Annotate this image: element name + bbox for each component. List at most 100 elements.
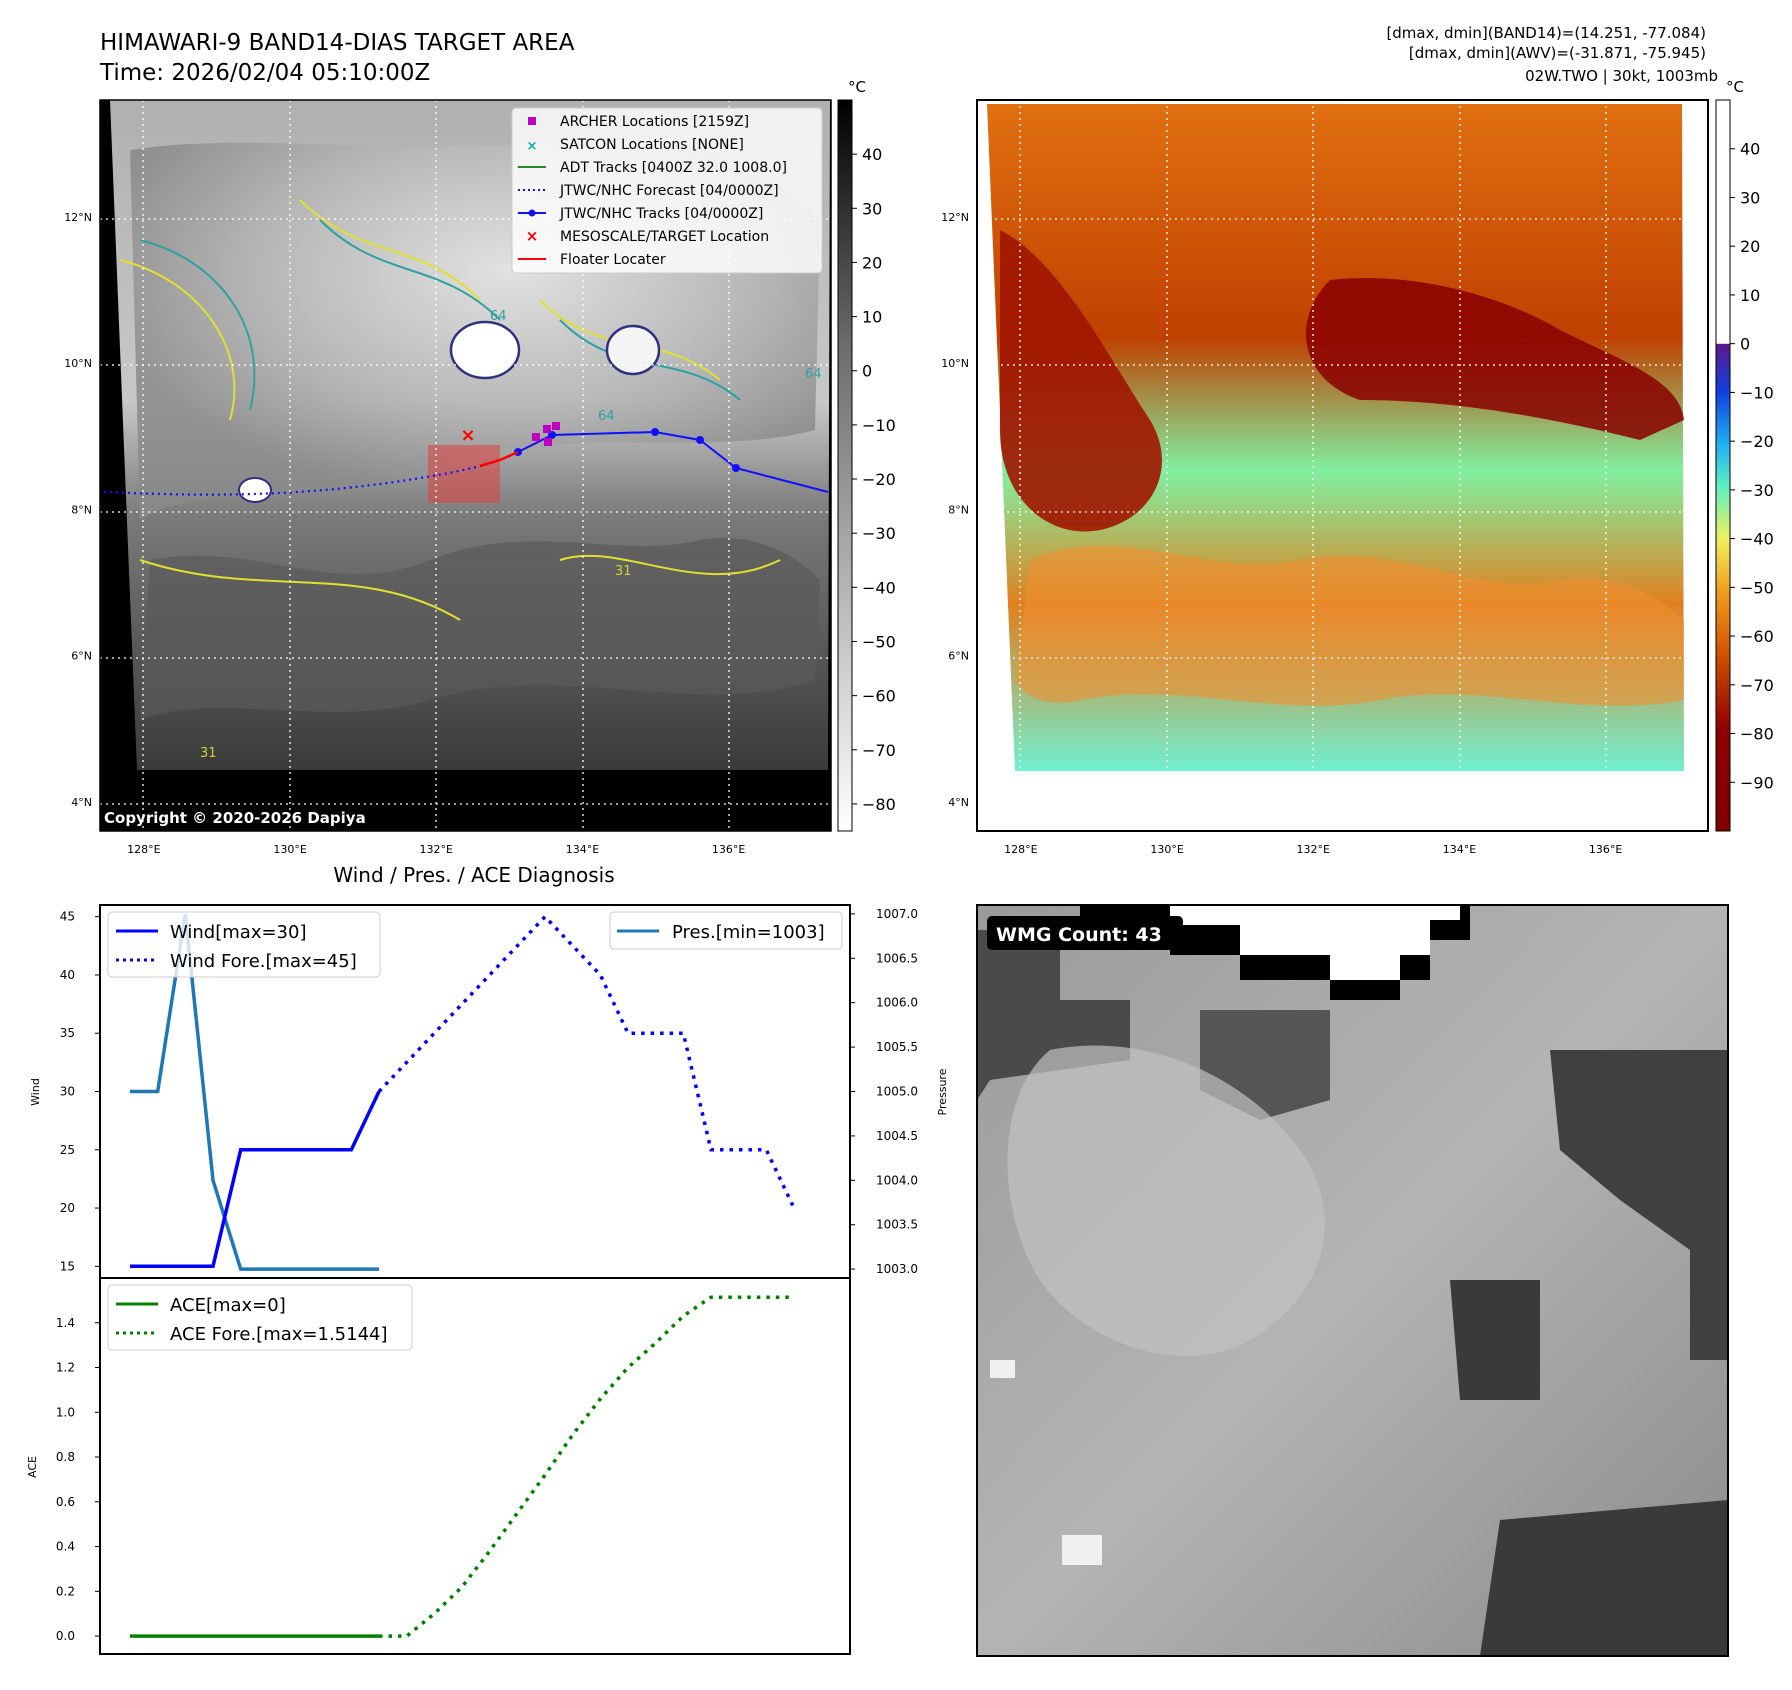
wind-legend-box — [107, 911, 381, 978]
colorbar-tick-label: 0 — [862, 362, 872, 381]
ace-legend: ACE[max=0] ACE Fore.[max=1.5144] — [107, 1284, 413, 1351]
wmg-count-badge — [987, 916, 1183, 950]
pressure-tick-label: 1005.5 — [876, 1040, 918, 1054]
wind-forecast-legend-label: Wind Fore.[max=45] — [170, 951, 357, 972]
legend-item-floater: Floater Locater — [560, 252, 666, 268]
wmg-white-region — [1170, 905, 1460, 980]
awv-range: [dmax, dmin](AWV)=(-31.871, -75.945) — [1409, 44, 1706, 62]
tracks-legend-dot — [528, 209, 536, 217]
y-tick-label: 0.4 — [56, 1540, 75, 1554]
lat-tick-label: 12°N — [64, 211, 92, 224]
awv-moist-region — [1306, 278, 1684, 440]
colorbar-tick-label: −10 — [1740, 383, 1774, 402]
wind-axis-label: Wind — [29, 1078, 42, 1106]
colorbar-tick-label: −40 — [862, 578, 896, 597]
contour-label: 64 — [805, 367, 822, 382]
pressure-axis-label: Pressure — [936, 1068, 949, 1115]
colorbar-tick-label: −80 — [862, 795, 896, 814]
awv-map-panel — [976, 99, 1709, 832]
pressure-tick-label: 1004.5 — [876, 1129, 918, 1143]
wmg-dark-region — [1550, 1050, 1728, 1360]
lon-tick-label: 128°E — [1004, 843, 1037, 856]
lat-tick-label: 4°N — [948, 796, 969, 809]
colorbar-tick-label: −50 — [1740, 578, 1774, 597]
archer-legend-marker — [528, 117, 536, 125]
colorbar-tick-label: −90 — [1740, 773, 1774, 792]
figure-time: Time: 2026/02/04 05:10:00Z — [99, 60, 430, 86]
colorbar-tick-label: −70 — [1740, 676, 1774, 695]
wind-forecast-series-line — [377, 914, 796, 1209]
pressure-legend-box — [609, 911, 843, 950]
y-tick-label: 0.6 — [56, 1495, 75, 1509]
wmg-count-label: WMG Count: 43 — [996, 924, 1162, 946]
awv-mid-region — [1015, 545, 1684, 706]
lon-tick-label: 132°E — [420, 843, 453, 856]
lon-tick-label: 136°E — [712, 843, 745, 856]
pressure-tick-label: 1005.0 — [876, 1085, 918, 1099]
pressure-tick-label: 1006.5 — [876, 951, 918, 965]
ir-colorbar: °C 40 30 20 10 0 −10 −20 −30 −40 −50 −60 −70 −80 — [837, 78, 896, 832]
lon-tick-label: 130°E — [273, 843, 306, 856]
y-tick-label: 0.0 — [56, 1629, 75, 1643]
y-tick-label: 0.2 — [56, 1584, 75, 1598]
wmg-panel: WMG Count: 43 — [976, 904, 1729, 1657]
contour-label: 64 — [598, 409, 615, 424]
wmg-dark-region — [1480, 1500, 1728, 1656]
diagnosis-title: Wind / Pres. / ACE Diagnosis — [333, 863, 614, 887]
lon-tick-label: 132°E — [1297, 843, 1330, 856]
contour-label: 64 — [490, 309, 507, 324]
colorbar-tick-label: −60 — [862, 687, 896, 706]
ir-colorbar-gradient — [837, 99, 853, 832]
y-tick-label: 1.4 — [56, 1316, 75, 1330]
lon-tick-label: 130°E — [1150, 843, 1183, 856]
awv-colorbar-gradient — [1715, 99, 1731, 832]
y-tick-label: 40 — [60, 968, 75, 982]
legend-item-tracks: JTWC/NHC Tracks [04/0000Z] — [559, 206, 763, 222]
pressure-series-line — [130, 913, 379, 1271]
pressure-tick-label: 1007.0 — [876, 907, 918, 921]
awv-moist-region — [1000, 230, 1162, 532]
lat-tick-label: 6°N — [71, 650, 92, 663]
pressure-tick-label: 1003.0 — [876, 1262, 918, 1276]
lon-tick-label: 134°E — [566, 843, 599, 856]
pressure-legend-label: Pres.[min=1003] — [672, 922, 825, 943]
colorbar-tick-label: 40 — [1740, 140, 1760, 159]
pressure-legend: Pres.[min=1003] — [609, 911, 843, 950]
colorbar-tick-label: 30 — [1740, 188, 1760, 207]
lon-tick-label: 128°E — [127, 843, 160, 856]
awv-map-frame — [976, 99, 1709, 832]
floater-locater-line — [479, 450, 519, 468]
y-tick-label: 20 — [60, 1201, 75, 1215]
contour-label: 31 — [200, 746, 217, 761]
y-tick-label: 30 — [60, 1085, 75, 1099]
colorbar-tick-label: 10 — [1740, 286, 1760, 305]
colorbar-tick-label: 40 — [862, 145, 882, 164]
ace-legend-label: ACE[max=0] — [170, 1295, 286, 1316]
ir-cold-top-3 — [238, 477, 272, 503]
y-tick-label: 1.2 — [56, 1361, 75, 1375]
legend-item-archer: ARCHER Locations [2159Z] — [560, 114, 749, 130]
colorbar-tick-label: −30 — [862, 524, 896, 543]
lat-tick-label: 8°N — [71, 503, 92, 516]
colorbar-tick-label: 20 — [1740, 237, 1760, 256]
figure-title: HIMAWARI-9 BAND14-DIAS TARGET AREA — [100, 30, 575, 56]
target-location-marker: × — [460, 425, 475, 446]
colorbar-tick-label: −10 — [862, 416, 896, 435]
awv-colorbar: °C 40 30 20 10 0 −10 −20 −30 −40 −50 −60 −70 −80 −90 — [1715, 78, 1774, 832]
legend-item-satcon: SATCON Locations [NONE] — [560, 137, 744, 153]
pressure-tick-label: 1003.5 — [876, 1218, 918, 1232]
wind-series-line — [130, 1090, 381, 1269]
colorbar-tick-label: 0 — [1740, 335, 1750, 354]
contour-label: 31 — [615, 564, 632, 579]
ir-legend: ARCHER Locations [2159Z] × SATCON Locati… — [511, 107, 823, 274]
lat-tick-label: 10°N — [941, 357, 969, 370]
storm-summary: 02W.TWO | 30kt, 1003mb — [1525, 67, 1718, 85]
colorbar-tick-label: 20 — [862, 253, 882, 272]
legend-item-forecast: JTWC/NHC Forecast [04/0000Z] — [559, 183, 779, 199]
colorbar-tick-label: −70 — [862, 741, 896, 760]
lat-tick-label: 4°N — [71, 796, 92, 809]
jtwc-forecast-track — [103, 451, 519, 496]
colorbar-tick-label: −80 — [1740, 725, 1774, 744]
copyright-text: Copyright © 2020-2026 Dapiya — [104, 809, 366, 827]
y-tick-label: 1.0 — [56, 1405, 75, 1419]
